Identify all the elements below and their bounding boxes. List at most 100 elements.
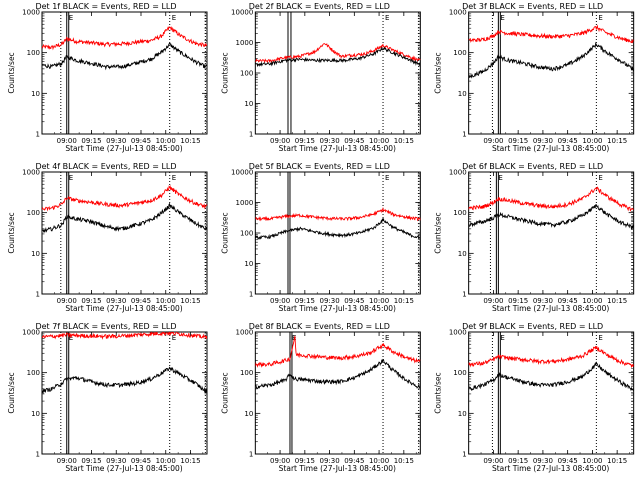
x-tick-label: 09:45 — [131, 137, 151, 145]
y-tick-label: 1000 — [22, 9, 40, 17]
y-tick-label: 1 — [36, 451, 40, 459]
x-tick-label: 10:00 — [156, 457, 176, 465]
series-lld-line — [468, 24, 634, 44]
y-tick-label: 100 — [27, 209, 40, 217]
series-lld-line — [255, 207, 421, 222]
x-tick-label: 09:00 — [57, 137, 77, 145]
event-marker-label: E — [69, 334, 73, 342]
x-tick-label: 09:00 — [57, 457, 77, 465]
panel-title: Det 5f BLACK = Events, RED = LLD — [249, 162, 390, 171]
event-marker-label: E — [172, 334, 176, 342]
y-tick-label: 100 — [27, 369, 40, 377]
x-tick-label: 09:45 — [131, 297, 151, 305]
series-events-line — [42, 202, 207, 233]
event-marker-label: E — [172, 174, 176, 182]
x-tick-label: 09:15 — [81, 297, 101, 305]
x-tick-label: 09:00 — [483, 297, 503, 305]
x-axis-label: Start Time (27-Jul-13 08:45:00) — [65, 464, 182, 473]
x-tick-label: 09:30 — [106, 457, 126, 465]
x-tick-label: 09:30 — [533, 137, 553, 145]
y-tick-label: 10 — [458, 90, 467, 98]
y-tick-label: 100 — [240, 70, 253, 78]
x-tick-label: 10:15 — [180, 137, 200, 145]
x-tick-label: 10:00 — [582, 457, 602, 465]
y-tick-label: 100 — [453, 369, 466, 377]
x-tick-label: 09:30 — [533, 297, 553, 305]
y-axis-label: Counts/sec — [7, 212, 16, 253]
y-tick-label: 100 — [453, 49, 466, 57]
x-tick-label: 09:45 — [558, 297, 578, 305]
y-tick-label: 1 — [462, 131, 466, 139]
detector-panel-7: Det 7f BLACK = Events, RED = LLD 1 10 100 10… — [7, 322, 208, 473]
y-tick-label: 1000 — [236, 329, 254, 337]
y-tick-label: 1000 — [449, 329, 467, 337]
x-tick-label: 09:30 — [319, 457, 339, 465]
detector-panel-3: Det 3f BLACK = Events, RED = LLD 1 10 100 10… — [434, 2, 635, 153]
series-events-line — [255, 46, 421, 68]
plot-frame — [468, 11, 635, 135]
x-tick-label: 09:30 — [533, 457, 553, 465]
x-tick-label: 09:45 — [558, 457, 578, 465]
y-tick-label: 10 — [244, 260, 253, 268]
x-tick-label: 09:15 — [508, 457, 528, 465]
y-tick-label: 10000 — [231, 169, 253, 177]
x-tick-label: 10:00 — [156, 297, 176, 305]
y-tick-label: 1 — [462, 291, 466, 299]
x-tick-label: 09:30 — [319, 137, 339, 145]
y-tick-label: 1000 — [236, 199, 254, 207]
event-marker-label: E — [498, 174, 502, 182]
x-axis-label: Start Time (27-Jul-13 08:45:00) — [492, 144, 609, 153]
y-tick-label: 1000 — [22, 329, 40, 337]
plot-frame — [254, 331, 421, 455]
x-tick-label: 09:00 — [483, 457, 503, 465]
y-tick-label: 1000 — [449, 9, 467, 17]
detector-panel-1: Det 1f BLACK = Events, RED = LLD 1 10 100 10… — [7, 2, 208, 153]
panel-title: Det 3f BLACK = Events, RED = LLD — [462, 2, 603, 11]
y-tick-label: 10 — [458, 250, 467, 258]
x-tick-label: 09:15 — [295, 297, 315, 305]
series-lld-line — [42, 184, 207, 212]
x-tick-label: 09:45 — [344, 137, 364, 145]
x-tick-label: 10:00 — [369, 457, 389, 465]
x-axis-label: Start Time (27-Jul-13 08:45:00) — [279, 464, 396, 473]
event-marker-label: E — [598, 14, 602, 22]
detector-panel-5: Det 5f BLACK = Events, RED = LLD 1 10 100 10… — [220, 162, 421, 313]
x-axis-label: Start Time (27-Jul-13 08:45:00) — [279, 304, 396, 313]
x-axis-label: Start Time (27-Jul-13 08:45:00) — [492, 464, 609, 473]
event-marker-label: E — [172, 14, 176, 22]
x-tick-label: 09:15 — [508, 137, 528, 145]
detector-panel-8: Det 8f BLACK = Events, RED = LLD 1 10 100 10… — [220, 322, 421, 473]
x-tick-label: 09:30 — [106, 297, 126, 305]
x-axis-label: Start Time (27-Jul-13 08:45:00) — [65, 304, 182, 313]
y-axis-label: Counts/sec — [220, 212, 229, 253]
x-tick-label: 09:45 — [344, 297, 364, 305]
y-tick-label: 1 — [36, 291, 40, 299]
panel-title: Det 6f BLACK = Events, RED = LLD — [462, 162, 603, 171]
event-marker-label: E — [385, 174, 389, 182]
x-tick-label: 09:45 — [558, 137, 578, 145]
plot-frame — [41, 171, 208, 295]
panel-title: Det 7f BLACK = Events, RED = LLD — [35, 322, 176, 331]
series-events-line — [468, 361, 634, 392]
plot-frame — [41, 11, 208, 135]
plot-frame — [254, 11, 421, 135]
y-tick-label: 100 — [27, 49, 40, 57]
panel-title: Det 4f BLACK = Events, RED = LLD — [35, 162, 176, 171]
x-tick-label: 09:45 — [131, 457, 151, 465]
series-events-line — [42, 366, 207, 395]
y-tick-label: 100 — [240, 230, 253, 238]
series-events-line — [255, 358, 421, 390]
y-tick-label: 1 — [462, 451, 466, 459]
detector-panel-6: Det 6f BLACK = Events, RED = LLD 1 10 100 10… — [434, 162, 635, 313]
x-tick-label: 09:45 — [344, 457, 364, 465]
y-tick-label: 1 — [249, 131, 253, 139]
plot-frame — [468, 171, 635, 295]
y-axis-label: Counts/sec — [434, 212, 443, 253]
series-lld-line — [255, 43, 421, 64]
x-tick-label: 09:00 — [57, 297, 77, 305]
event-marker-label: E — [500, 14, 504, 22]
panel-title: Det 2f BLACK = Events, RED = LLD — [249, 2, 390, 11]
event-marker-label: E — [69, 174, 73, 182]
series-lld-line — [42, 332, 207, 340]
y-axis-label: Counts/sec — [434, 372, 443, 413]
